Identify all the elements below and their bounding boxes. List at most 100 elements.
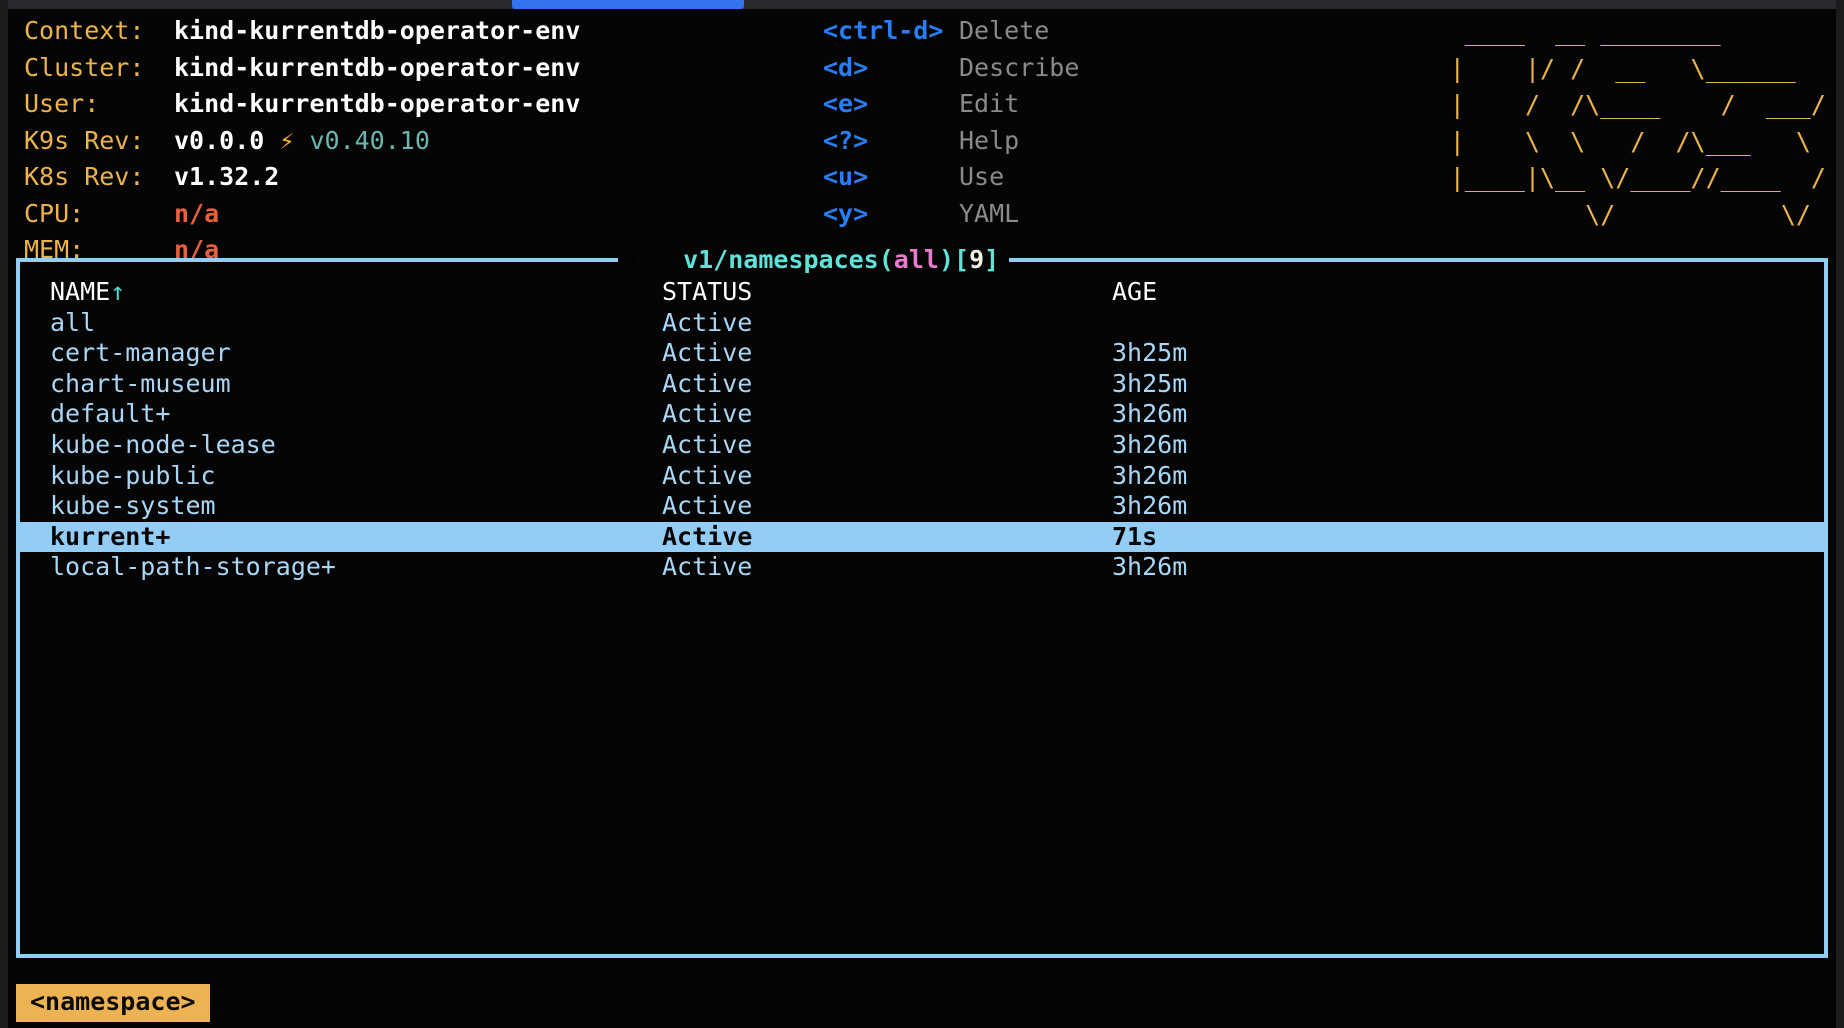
shortcut-combo: <e> — [823, 89, 869, 118]
info-value: kind-kurrentdb-operator-env — [174, 52, 581, 82]
cell-status: Active — [662, 460, 753, 490]
cluster-info-block: Context: kind-kurrentdb-operator-env Clust… — [24, 13, 580, 269]
cell-name: default+ — [50, 399, 171, 429]
shortcut-combo: <u> — [823, 162, 869, 191]
info-row-user: User: kind-kurrentdb-operator-env — [24, 86, 580, 123]
cell-age: 3h26m — [1112, 399, 1188, 429]
cell-status: Active — [662, 429, 753, 459]
cell-name: chart-museum — [50, 368, 231, 398]
info-key: Context: — [24, 16, 145, 45]
info-row-k9srev: K9s Rev: v0.0.0 ⚡ v0.40.10 — [24, 123, 580, 160]
shortcut-edit[interactable]: <e> Edit — [823, 86, 1079, 123]
active-tab-indicator[interactable] — [512, 0, 744, 9]
info-key: K8s Rev: — [24, 162, 145, 191]
table-header-row: NAME↑ STATUS AGE — [20, 277, 1824, 308]
info-value: v1.32.2 — [174, 162, 280, 191]
cell-age: 3h25m — [1112, 338, 1188, 368]
cell-name: local-path-storage+ — [50, 552, 336, 582]
cell-name: kurrent+ — [50, 521, 171, 551]
shortcut-use[interactable]: <u> Use — [823, 159, 1079, 196]
cell-status: Active — [662, 338, 753, 368]
cell-status: Active — [662, 521, 753, 551]
cell-status: Active — [662, 368, 753, 398]
namespace-badge[interactable]: <namespace> — [16, 984, 210, 1022]
bolt-icon: ⚡ — [264, 125, 310, 155]
table-row[interactable]: kube-node-lease Active 3h26m — [20, 430, 1824, 461]
shortcut-description: Use — [959, 162, 1005, 191]
cell-age: 3h26m — [1112, 429, 1188, 459]
window-gutter-right — [1836, 0, 1844, 1028]
column-header-age[interactable]: AGE — [1112, 277, 1158, 306]
shortcut-description: Delete — [959, 16, 1050, 45]
table-row[interactable]: local-path-storage+ Active 3h26m — [20, 552, 1824, 583]
column-header-name[interactable]: NAME↑ — [50, 277, 126, 306]
table-row[interactable]: kube-system Active 3h26m — [20, 491, 1824, 522]
cell-status: Active — [662, 552, 753, 582]
info-row-k8srev: K8s Rev: v1.32.2 — [24, 159, 580, 196]
info-value: v0.0.0 — [174, 125, 265, 155]
info-row-cpu: CPU: n/a — [24, 196, 580, 233]
namespaces-panel: ✍ v1/namespaces(all)[9] NAME↑ STATUS AGE al… — [16, 239, 1828, 958]
info-key: User: — [24, 89, 100, 118]
shortcut-description: YAML — [959, 198, 1020, 228]
panel-close-paren: ) — [938, 244, 955, 274]
panel-scope-label: all — [893, 244, 939, 274]
panel-resource-label: v1/namespaces — [683, 244, 879, 274]
k9s-header: Context: kind-kurrentdb-operator-env Clust… — [8, 9, 1836, 264]
info-value: kind-kurrentdb-operator-env — [174, 89, 581, 118]
cell-age: 3h25m — [1112, 368, 1188, 398]
cell-age — [1112, 308, 1412, 339]
table-row[interactable]: kurrent+ Active 71s — [20, 521, 1824, 553]
table-row[interactable]: chart-museum Active 3h25m — [20, 369, 1824, 400]
status-bar: <namespace> — [16, 984, 210, 1022]
panel-open-bracket: [ — [954, 244, 970, 274]
cell-name: all — [50, 307, 96, 337]
k9s-content: Context: kind-kurrentdb-operator-env Clust… — [8, 9, 1836, 1028]
shortcut-description: Describe — [959, 52, 1080, 82]
shortcut-delete[interactable]: <ctrl-d> Delete — [823, 13, 1079, 50]
shortcut-hints-block: <ctrl-d> Delete <d> Describe <e> Edit <?> Help <… — [823, 13, 1079, 232]
cell-age: 3h26m — [1112, 491, 1188, 521]
shortcut-description: Help — [959, 125, 1020, 155]
namespaces-table: NAME↑ STATUS AGE all Active cert-manager Activ… — [20, 262, 1824, 583]
column-header-status[interactable]: STATUS — [662, 277, 753, 306]
shortcut-combo: <ctrl-d> — [823, 16, 944, 45]
info-key: K9s Rev: — [24, 125, 145, 155]
info-row-context: Context: kind-kurrentdb-operator-env — [24, 13, 580, 50]
info-key: Cluster: — [24, 52, 145, 82]
cell-name: kube-system — [50, 491, 216, 521]
table-row[interactable]: all Active — [20, 308, 1824, 339]
shortcut-combo: <?> — [823, 125, 869, 155]
table-row[interactable]: default+ Active 3h26m — [20, 399, 1824, 430]
panel-open-paren: ( — [878, 244, 894, 274]
panel-close-bracket: ] — [984, 244, 1000, 274]
info-value: kind-kurrentdb-operator-env — [174, 16, 581, 45]
cell-status: Active — [662, 307, 753, 337]
cell-age: 3h26m — [1112, 460, 1188, 490]
sort-ascending-icon: ↑ — [110, 277, 126, 306]
latest-revision: v0.40.10 — [309, 125, 430, 155]
cell-status: Active — [662, 399, 753, 429]
k9s-ascii-logo: ____ __ ________ | |/ / __ \______ | / /… — [1449, 17, 1826, 229]
terminal-tab-strip — [0, 0, 1844, 9]
info-key: CPU: — [24, 198, 85, 228]
cell-name: kube-public — [50, 460, 216, 490]
cell-name: cert-manager — [50, 338, 231, 368]
cell-age: 71s — [1112, 521, 1158, 551]
cell-age: 3h26m — [1112, 552, 1188, 582]
shortcut-describe[interactable]: <d> Describe — [823, 50, 1079, 87]
table-row[interactable]: cert-manager Active 3h25m — [20, 338, 1824, 369]
shortcut-description: Edit — [959, 89, 1020, 118]
info-value: n/a — [174, 198, 220, 228]
window-gutter-left — [0, 0, 8, 1028]
panel-title: ✍ v1/namespaces(all)[9] — [618, 239, 1010, 279]
table-row[interactable]: kube-public Active 3h26m — [20, 461, 1824, 492]
cell-status: Active — [662, 491, 753, 521]
shortcut-yaml[interactable]: <y> YAML — [823, 196, 1079, 233]
shortcut-help[interactable]: <?> Help — [823, 123, 1079, 160]
panel-item-count: 9 — [969, 244, 985, 274]
shortcut-combo: <d> — [823, 52, 869, 82]
shortcut-combo: <y> — [823, 198, 869, 228]
info-row-cluster: Cluster: kind-kurrentdb-operator-env — [24, 50, 580, 87]
